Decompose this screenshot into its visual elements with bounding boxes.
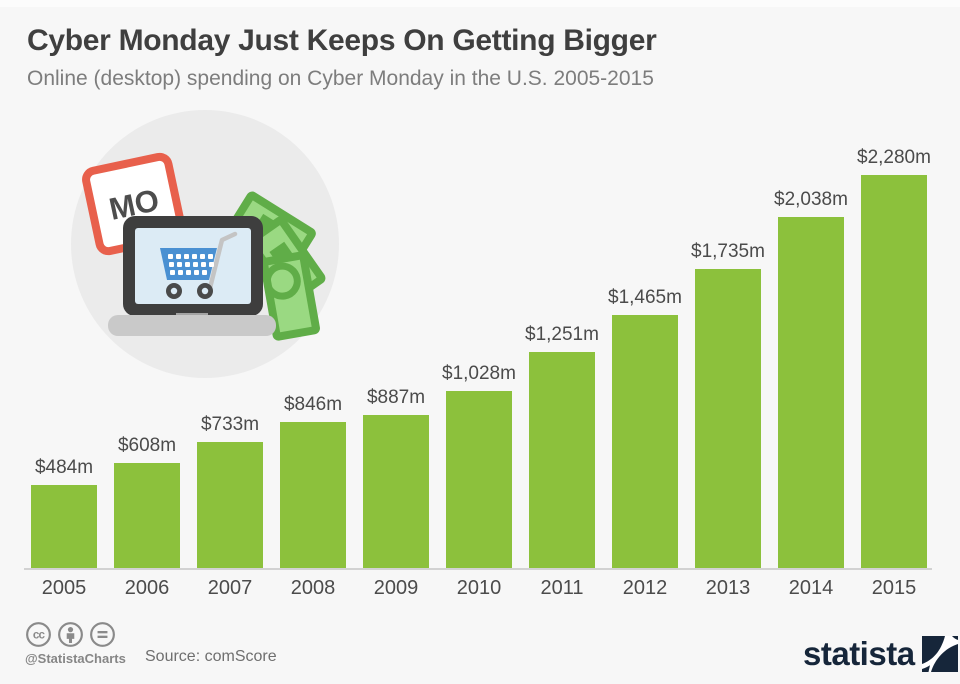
- top-strip: [0, 0, 960, 7]
- bar-2009: [363, 415, 429, 568]
- chart-header: Cyber Monday Just Keeps On Getting Bigge…: [27, 24, 927, 91]
- no-derivatives-icon: [90, 622, 115, 647]
- bar-2007: [197, 442, 263, 568]
- bar-2014: [778, 217, 844, 568]
- bar-value-label: $887m: [366, 387, 426, 408]
- x-tick-label: 2010: [456, 577, 502, 599]
- bar-2011: [529, 352, 595, 568]
- illustration-svg: MO: [71, 110, 339, 378]
- bar-2005: [31, 485, 97, 568]
- x-tick-label: 2013: [705, 577, 751, 599]
- cyber-monday-illustration: MO: [60, 108, 350, 380]
- bar-2006: [114, 463, 180, 568]
- statista-logo-icon: [921, 636, 958, 672]
- x-tick-label: 2005: [41, 577, 87, 599]
- bar-value-label: $1,028m: [442, 363, 516, 384]
- bar-value-label: $484m: [34, 457, 94, 478]
- x-tick-label: 2011: [540, 577, 584, 599]
- statista-charts-handle: @StatistaCharts: [25, 651, 126, 666]
- statista-logo-text: statista: [803, 635, 915, 672]
- bar-2008: [280, 422, 346, 568]
- cc-icon: cc: [26, 622, 51, 647]
- bar-2015: [861, 175, 927, 568]
- bar-2012: [612, 315, 678, 568]
- page-subtitle: Online (desktop) spending on Cyber Monda…: [27, 66, 654, 90]
- page-title: Cyber Monday Just Keeps On Getting Bigge…: [27, 24, 657, 57]
- bar-value-label: $733m: [200, 414, 260, 435]
- attribution-person-icon: [58, 622, 83, 647]
- x-tick-label: 2012: [622, 577, 668, 599]
- x-tick-label: 2014: [788, 577, 834, 599]
- x-tick-label: 2009: [373, 577, 419, 599]
- x-tick-label: 2008: [290, 577, 336, 599]
- bar-2010: [446, 391, 512, 568]
- bar-value-label: $2,280m: [857, 147, 931, 168]
- bar-value-label: $846m: [283, 394, 343, 415]
- money-icon: [228, 191, 326, 341]
- bar-value-label: $2,038m: [774, 189, 848, 210]
- x-tick-label: 2006: [124, 577, 170, 599]
- bar-value-label: $1,251m: [525, 324, 599, 345]
- bar-value-label: $608m: [117, 435, 177, 456]
- statista-logo: statista: [803, 636, 958, 672]
- bar-2013: [695, 269, 761, 568]
- bar-value-label: $1,465m: [608, 287, 682, 308]
- source-credit: Source: comScore: [145, 648, 277, 665]
- bar-value-label: $1,735m: [691, 241, 765, 262]
- x-tick-label: 2007: [207, 577, 253, 599]
- x-axis-line: [24, 568, 932, 570]
- x-tick-label: 2015: [871, 577, 917, 599]
- cc-letters: cc: [33, 629, 46, 642]
- shopping-cart-icon: [160, 231, 238, 299]
- cc-license-icons: cc: [25, 621, 116, 648]
